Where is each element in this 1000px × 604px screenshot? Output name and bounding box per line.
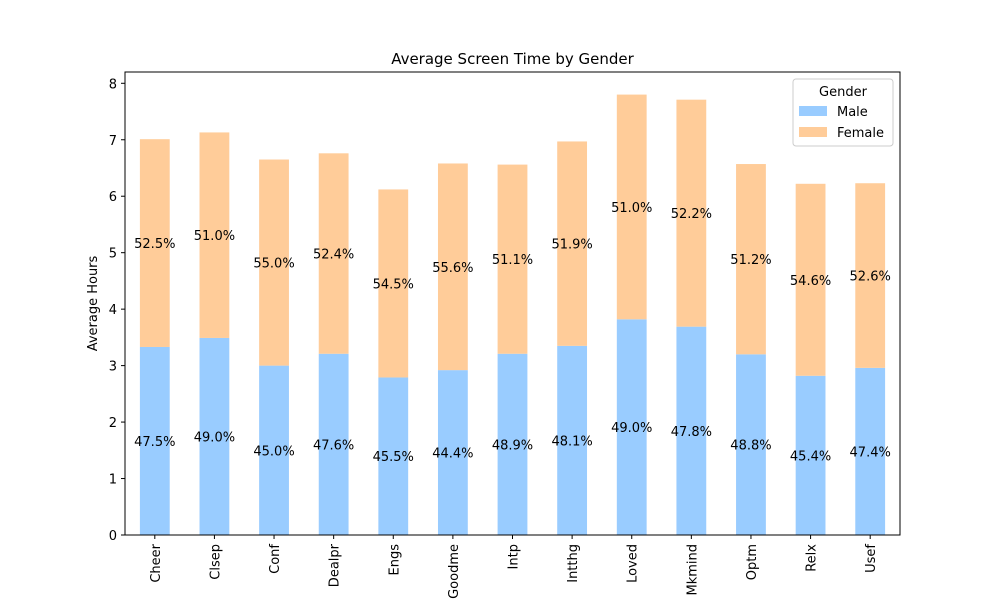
data-label-male-mkmind: 47.8% bbox=[671, 425, 712, 440]
bar-male-goodme bbox=[437, 370, 468, 535]
y-tick-label: 2 bbox=[109, 416, 117, 431]
legend: Gender Male Female bbox=[792, 78, 894, 147]
data-label-female-clsep: 51.0% bbox=[194, 229, 235, 244]
data-label-female-mkmind: 52.2% bbox=[671, 207, 712, 222]
x-tick-label: Conf bbox=[268, 544, 283, 574]
bar-female-goodme bbox=[437, 163, 468, 371]
data-label-male-intp: 48.9% bbox=[492, 438, 533, 453]
y-axis-label: Average Hours bbox=[86, 255, 101, 351]
bar-female-intthg bbox=[557, 141, 588, 346]
bar-female-cheer bbox=[139, 139, 170, 347]
bar-male-intthg bbox=[557, 345, 588, 535]
x-tick-label: Mkmind bbox=[685, 544, 700, 596]
x-tick-label: Optm bbox=[745, 544, 760, 580]
data-label-female-engs: 54.5% bbox=[373, 277, 414, 292]
bar-female-relx bbox=[795, 183, 826, 376]
data-labels-layer: 47.5% 52.5% 49.0% 51.0% 45.0% 55.0% 47.6% 52.4%… bbox=[134, 201, 891, 465]
bar-male-optm bbox=[736, 354, 766, 535]
x-tick-label: Intthg bbox=[566, 544, 581, 583]
bar-female-clsep bbox=[199, 132, 230, 338]
legend-swatch-female bbox=[799, 127, 827, 137]
data-label-female-dealpr: 52.4% bbox=[313, 248, 354, 263]
data-label-female-loved: 51.0% bbox=[611, 201, 652, 216]
legend-swatch-male bbox=[799, 106, 827, 116]
x-tick-label: Goodme bbox=[447, 544, 462, 599]
bars-layer bbox=[139, 94, 886, 535]
bar-male-relx bbox=[795, 375, 826, 535]
x-tick-label: Clsep bbox=[208, 544, 223, 580]
y-tick-label: 7 bbox=[109, 134, 117, 149]
x-tick-label: Intp bbox=[507, 544, 522, 569]
data-label-female-usef: 52.6% bbox=[850, 270, 891, 285]
legend-title: Gender bbox=[819, 85, 868, 100]
data-label-male-optm: 48.8% bbox=[730, 439, 771, 454]
chart-title: Average Screen Time by Gender bbox=[391, 50, 634, 68]
bar-male-intp bbox=[497, 353, 528, 535]
data-label-female-optm: 51.2% bbox=[730, 253, 771, 268]
plot-frame bbox=[124, 71, 901, 536]
data-label-male-cheer: 47.5% bbox=[134, 435, 175, 450]
data-label-male-relx: 45.4% bbox=[790, 449, 831, 464]
data-label-female-conf: 55.0% bbox=[253, 257, 294, 272]
data-label-female-goodme: 55.6% bbox=[432, 261, 473, 276]
y-tick-label: 5 bbox=[109, 247, 117, 262]
bar-male-loved bbox=[616, 319, 647, 535]
data-label-male-intthg: 48.1% bbox=[551, 434, 592, 449]
data-label-female-intp: 51.1% bbox=[492, 253, 533, 268]
data-label-female-intthg: 51.9% bbox=[551, 238, 592, 253]
data-label-male-goodme: 44.4% bbox=[432, 447, 473, 462]
bar-female-engs bbox=[378, 189, 409, 378]
data-label-male-dealpr: 47.6% bbox=[313, 438, 354, 453]
y-tick-label: 4 bbox=[109, 303, 117, 318]
bar-male-clsep bbox=[199, 337, 230, 535]
data-label-male-loved: 49.0% bbox=[611, 421, 652, 436]
x-tick-label: Loved bbox=[626, 544, 641, 583]
bar-female-intp bbox=[497, 164, 528, 354]
x-tick-label: Engs bbox=[387, 544, 402, 576]
legend-label-female: Female bbox=[837, 126, 884, 141]
bar-male-conf bbox=[259, 365, 289, 535]
data-label-male-clsep: 49.0% bbox=[194, 430, 235, 445]
bar-female-usef bbox=[855, 183, 886, 368]
x-tick-label: Dealpr bbox=[328, 543, 343, 587]
bar-male-dealpr bbox=[318, 353, 349, 535]
legend-label-male: Male bbox=[837, 105, 868, 120]
data-label-female-cheer: 52.5% bbox=[134, 237, 175, 252]
bar-female-conf bbox=[259, 159, 289, 366]
y-tick-label: 6 bbox=[109, 190, 117, 205]
data-label-female-relx: 54.6% bbox=[790, 274, 831, 289]
bar-male-mkmind bbox=[676, 326, 707, 535]
bar-male-engs bbox=[378, 377, 409, 535]
bar-male-usef bbox=[855, 367, 886, 535]
y-tick-label: 1 bbox=[109, 473, 117, 488]
bar-female-loved bbox=[616, 94, 647, 320]
bar-female-optm bbox=[736, 164, 766, 355]
y-tick-label: 8 bbox=[109, 77, 117, 92]
bar-male-cheer bbox=[139, 346, 170, 535]
x-tick-label: Usef bbox=[864, 544, 879, 573]
data-label-male-usef: 47.4% bbox=[850, 445, 891, 460]
y-tick-label: 0 bbox=[109, 529, 117, 544]
y-tick-label: 3 bbox=[109, 360, 117, 375]
x-tick-label: Relx bbox=[805, 544, 820, 572]
data-label-male-conf: 45.0% bbox=[253, 444, 294, 459]
data-label-male-engs: 45.5% bbox=[373, 450, 414, 465]
x-tick-label: Cheer bbox=[149, 543, 164, 582]
bar-female-mkmind bbox=[676, 99, 707, 327]
bar-female-dealpr bbox=[318, 153, 349, 354]
axes-layer: Cheer Clsep Conf Dealpr Engs Goodme Intp Intthg… bbox=[109, 71, 901, 599]
